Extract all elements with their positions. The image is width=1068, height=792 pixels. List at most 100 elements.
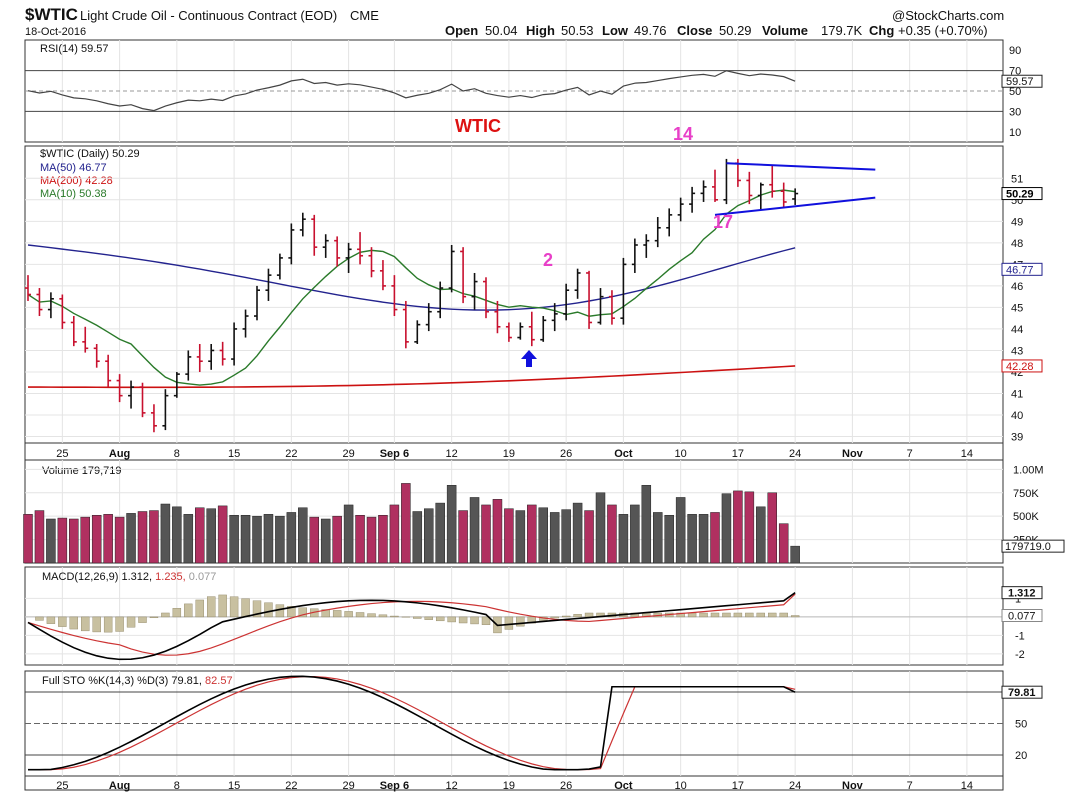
volume-bar [298, 507, 308, 564]
volume-label: Volume [762, 23, 808, 38]
macd-line [27, 592, 796, 661]
wave-label-14: 14 [673, 124, 693, 144]
volume-value: 179.7K [821, 23, 863, 38]
date-label-bottom: 15 [228, 780, 240, 792]
price-tick: 44 [1011, 324, 1023, 336]
date-label-bottom: 10 [675, 780, 687, 792]
date-label-bottom: 22 [285, 780, 297, 792]
macd-hist-badge-text: 0.077 [1008, 611, 1036, 623]
price-tick: 49 [1011, 216, 1023, 228]
rsi-line [27, 70, 796, 112]
volume-bar [618, 514, 629, 564]
volume-bar [710, 512, 720, 564]
volume-bar [721, 493, 732, 564]
macd-histogram-bar [229, 596, 239, 618]
ma10-legend: MA(10) 50.38 [40, 188, 107, 200]
volume-bar [195, 507, 205, 564]
annotation-wtic: WTIC [455, 116, 501, 136]
date-label-bottom: 17 [732, 780, 744, 792]
volume-bar [607, 504, 617, 564]
volume-bar [309, 516, 319, 564]
volume-bar [343, 504, 354, 564]
volume-bar [469, 497, 480, 564]
date-axis-strip [24, 442, 1004, 461]
macd-histogram-bar [436, 616, 445, 622]
volume-bar [320, 518, 331, 564]
date-label-bottom: Aug [109, 780, 130, 792]
macd-histogram-bar [481, 616, 491, 625]
rsi-tick: 10 [1009, 127, 1021, 139]
low-value: 49.76 [634, 23, 667, 38]
date-label: Sep 6 [380, 448, 409, 460]
macd-histogram-bar [390, 615, 399, 618]
price-badge [1001, 262, 1043, 276]
date-label-bottom: 12 [446, 780, 458, 792]
wave-label-2: 2 [543, 250, 553, 270]
price-legend: $WTIC (Daily) 50.29 [40, 148, 140, 160]
macd-histogram-bar [206, 596, 216, 618]
date-label: 25 [56, 448, 68, 460]
price-tick: 39 [1011, 432, 1023, 444]
trendline-lower [714, 196, 876, 216]
macd-histogram-bar [241, 598, 250, 618]
macd-histogram-bar [161, 612, 170, 618]
date-label: 29 [342, 448, 354, 460]
volume-bar [183, 514, 194, 564]
volume-bar [275, 515, 285, 564]
volume-bar [584, 510, 594, 564]
macd-histogram-bar [46, 616, 56, 624]
date-label-bottom: 7 [907, 780, 913, 792]
date-label-bottom: 26 [560, 780, 572, 792]
volume-bar [675, 497, 686, 564]
volume-bar [80, 516, 90, 564]
volume-bar [561, 509, 571, 564]
price-badge-text: 46.77 [1006, 264, 1034, 276]
macd-histogram-bar [699, 612, 708, 618]
volume-bar [366, 516, 377, 564]
macd-histogram-bar [138, 616, 147, 623]
ma50-line [27, 244, 796, 311]
volume-bar [515, 510, 526, 564]
volume-bar [733, 490, 743, 564]
date-label: Oct [614, 448, 633, 460]
macd-badge [1001, 586, 1043, 600]
trendline-upper [726, 162, 876, 171]
volume-legend: Volume 179,719 [42, 465, 122, 477]
macd-histogram-bar [584, 612, 594, 618]
volume-bar [217, 505, 228, 564]
macd-histogram-bar [92, 616, 101, 633]
price-tick: 51 [1011, 173, 1023, 185]
ma10-line [27, 189, 796, 386]
macd-histogram-bar [69, 616, 79, 630]
volume-bar [790, 545, 800, 564]
macd-histogram-bar [733, 612, 743, 618]
volume-bar [435, 502, 445, 564]
price-tick: 45 [1011, 302, 1023, 314]
date-label-bottom: Nov [842, 780, 864, 792]
chg-value: +0.35 (+0.70%) [898, 23, 988, 38]
sto-tick: 50 [1015, 719, 1027, 731]
volume-bar [160, 503, 171, 564]
macd-histogram-bar [367, 613, 376, 618]
macd-histogram-bar [573, 614, 582, 618]
sto-tick: 20 [1015, 750, 1027, 762]
open-label: Open [445, 23, 478, 38]
panel-frame-price [24, 145, 1004, 444]
macd-histogram-bar [184, 603, 193, 618]
price-badge-text: 50.29 [1006, 189, 1034, 201]
low-label: Low [602, 23, 629, 38]
macd-histogram-bar [561, 615, 571, 618]
date-label: 12 [446, 448, 458, 460]
rsi-tick: 70 [1009, 66, 1021, 78]
date-label: 26 [560, 448, 572, 460]
date-label-bottom: 29 [342, 780, 354, 792]
macd-histogram-bar [252, 600, 262, 618]
close-label: Close [677, 23, 712, 38]
volume-bar [424, 508, 434, 564]
watermark: @StockCharts.com [892, 8, 1004, 23]
close-value: 50.29 [719, 23, 752, 38]
macd-histogram-bar [172, 608, 182, 618]
volume-bar [687, 514, 697, 564]
macd-histogram-bar [790, 615, 800, 618]
date-label: 19 [503, 448, 515, 460]
